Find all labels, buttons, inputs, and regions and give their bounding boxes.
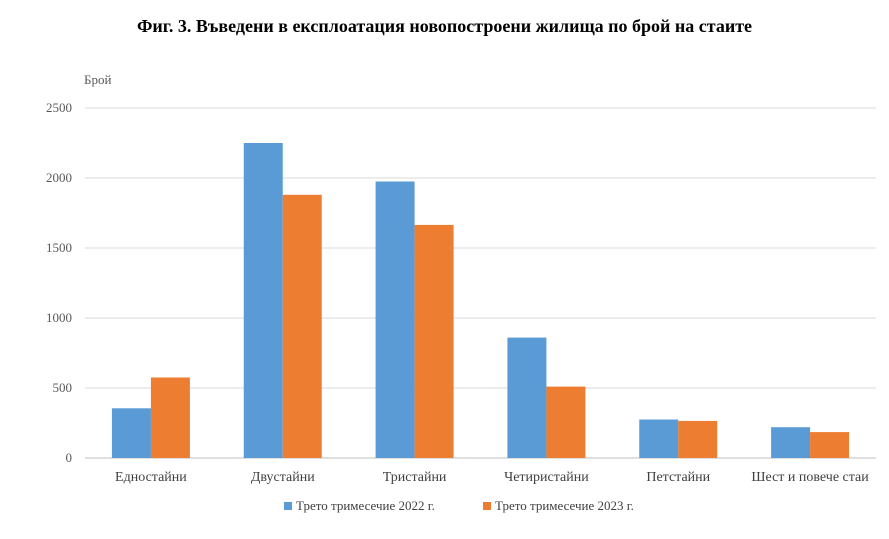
y-tick-label: 0 xyxy=(66,450,73,465)
legend-swatch-1 xyxy=(284,502,292,510)
y-tick-label: 1000 xyxy=(46,310,72,325)
bar-1 xyxy=(375,181,415,458)
bar-2 xyxy=(150,377,190,458)
y-tick-label: 1500 xyxy=(46,240,72,255)
x-axis-categories: Едностайни Двустайни Тристайни Четиристайни… xyxy=(115,470,869,485)
y-tick-label: 500 xyxy=(53,380,73,395)
gridlines xyxy=(85,107,876,459)
legend: Трето тримесечие 2022 г. Трето тримесечие… xyxy=(284,498,634,513)
bar-1 xyxy=(771,427,811,458)
category-label: Шест и повече стаи xyxy=(751,470,869,485)
bar-2 xyxy=(678,420,718,458)
bar-2 xyxy=(282,194,322,459)
category-label: Двустайни xyxy=(251,470,315,485)
bar-1 xyxy=(639,419,679,458)
bar-2 xyxy=(546,386,586,458)
category-label: Тристайни xyxy=(383,470,447,485)
chart-title: Фиг. 3. Въведени в експлоатация новопост… xyxy=(136,16,753,36)
category-label: Едностайни xyxy=(115,470,187,485)
bar-2 xyxy=(414,224,454,458)
y-axis-ticks: 0 500 1000 1500 2000 2500 xyxy=(46,100,72,465)
legend-label-2: Трето тримесечие 2023 г. xyxy=(495,498,634,513)
bar-2 xyxy=(810,432,850,458)
category-label: Петстайни xyxy=(646,470,710,485)
bar-1 xyxy=(507,337,547,458)
bar-1 xyxy=(243,143,283,458)
bar-1 xyxy=(111,408,151,458)
y-tick-label: 2000 xyxy=(46,170,72,185)
bars xyxy=(111,143,850,459)
y-axis-title: Брой xyxy=(84,72,111,87)
legend-swatch-2 xyxy=(483,502,491,510)
legend-label-1: Трето тримесечие 2022 г. xyxy=(296,498,435,513)
category-label: Четиристайни xyxy=(504,470,589,485)
y-tick-label: 2500 xyxy=(46,100,72,115)
